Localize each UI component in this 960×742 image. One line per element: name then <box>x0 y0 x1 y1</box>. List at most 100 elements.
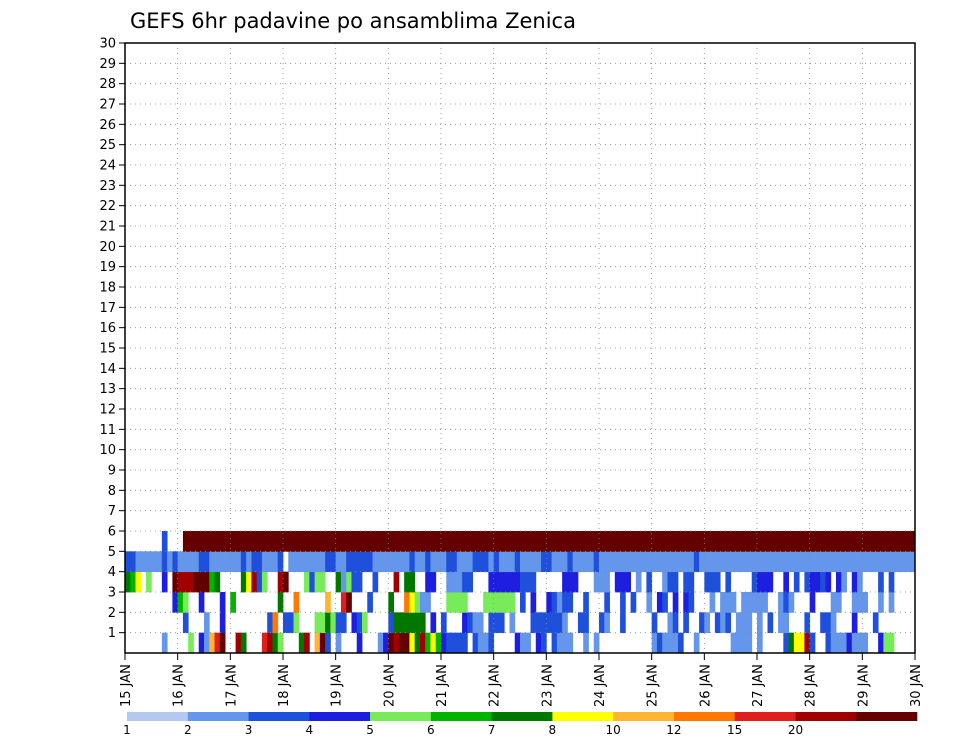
heatmap-cell <box>704 531 710 552</box>
heatmap-cell <box>398 531 405 552</box>
heatmap-cell <box>161 632 168 654</box>
heatmap-cell <box>662 571 668 593</box>
heatmap-cell <box>182 531 189 552</box>
heatmap-cell <box>409 551 416 573</box>
heatmap-cell <box>335 571 342 593</box>
heatmap-cell <box>193 551 200 573</box>
heatmap-cell <box>430 571 437 593</box>
heatmap-cell <box>593 571 600 593</box>
heatmap-cell <box>493 551 500 573</box>
heatmap-cell <box>846 531 853 552</box>
heatmap-cell <box>599 551 605 573</box>
heatmap-cell <box>562 551 568 573</box>
heatmap-cell <box>593 632 600 654</box>
heatmap-cell <box>446 592 452 613</box>
heatmap-cell <box>762 592 768 613</box>
heatmap-cell <box>888 551 895 573</box>
heatmap-cell <box>198 592 205 613</box>
heatmap-cell <box>783 632 789 654</box>
heatmap-cell <box>135 551 142 573</box>
colorbar-segment <box>370 712 432 721</box>
y-tick-label: 14 <box>99 362 116 377</box>
heatmap-cell <box>256 531 263 552</box>
heatmap-cell <box>804 632 811 654</box>
heatmap-cell <box>404 612 410 634</box>
heatmap-cell <box>314 632 321 654</box>
heatmap-cell <box>288 551 294 573</box>
heatmap-cell <box>430 612 437 634</box>
heatmap-cell <box>351 531 358 552</box>
heatmap-cell <box>620 592 626 613</box>
heatmap-cell <box>699 551 705 573</box>
heatmap-cell <box>746 551 753 573</box>
heatmap-cell <box>730 592 737 613</box>
heatmap-cell <box>520 632 526 654</box>
heatmap-cell <box>562 592 568 613</box>
colorbar-label: 20 <box>788 723 803 737</box>
heatmap-cell <box>751 571 758 593</box>
heatmap-cell <box>599 531 605 552</box>
heatmap-cell <box>767 531 774 552</box>
heatmap-cell <box>514 531 521 552</box>
heatmap-cell <box>219 632 226 654</box>
heatmap-cell <box>214 531 221 552</box>
heatmap-cell <box>272 612 279 634</box>
y-tick-label: 21 <box>99 220 116 235</box>
heatmap-cell <box>146 571 152 593</box>
heatmap-cell <box>851 632 858 654</box>
y-tick-label: 9 <box>108 464 116 479</box>
heatmap-cell <box>462 632 468 654</box>
heatmap-cell <box>820 531 826 552</box>
heatmap-cell <box>730 531 737 552</box>
heatmap-cell <box>609 531 616 552</box>
heatmap-cell <box>656 592 663 613</box>
heatmap-cell <box>799 551 805 573</box>
heatmap-cell <box>325 531 331 552</box>
heatmap-cell <box>562 612 568 634</box>
heatmap-cell <box>209 632 215 654</box>
heatmap-cell <box>825 531 832 552</box>
heatmap-cell <box>535 531 542 552</box>
heatmap-cell <box>230 531 236 552</box>
heatmap-cell <box>830 531 837 552</box>
heatmap-cell <box>872 612 879 634</box>
heatmap-cell <box>488 571 495 593</box>
heatmap-cell <box>820 551 826 573</box>
heatmap-cell <box>288 531 294 552</box>
heatmap-cell <box>757 531 763 552</box>
heatmap-cell <box>656 551 663 573</box>
heatmap-cell <box>514 571 521 593</box>
y-tick-label: 29 <box>99 57 116 72</box>
colorbar-segment <box>248 712 310 721</box>
heatmap-cell <box>804 571 811 593</box>
heatmap-cell <box>277 531 284 552</box>
heatmap-cell <box>161 551 168 573</box>
y-tick-label: 4 <box>108 565 116 580</box>
heatmap-cell <box>841 632 847 654</box>
colorbar-segment <box>491 712 553 721</box>
heatmap-cell <box>746 531 753 552</box>
heatmap-cell <box>235 531 242 552</box>
colorbar-segment <box>127 712 189 721</box>
heatmap-cell <box>709 531 716 552</box>
x-tick-label: 23 JAN <box>540 664 555 707</box>
colorbar-label: 3 <box>245 723 253 737</box>
heatmap-cell <box>267 632 273 654</box>
heatmap-cell <box>678 632 684 654</box>
heatmap-cell <box>188 632 194 654</box>
heatmap-cell <box>367 551 373 573</box>
heatmap-cell <box>125 571 131 593</box>
heatmap-cell <box>614 551 621 573</box>
heatmap-cell <box>704 571 710 593</box>
heatmap-cell <box>314 612 321 634</box>
heatmap-cell <box>688 551 695 573</box>
heatmap-cell <box>678 551 684 573</box>
heatmap-cell <box>693 632 700 654</box>
heatmap-cell <box>372 571 379 593</box>
heatmap-cell <box>356 531 363 552</box>
heatmap-cell <box>809 571 816 593</box>
heatmap-cell <box>825 612 832 634</box>
heatmap-cell <box>209 571 215 593</box>
heatmap-cell <box>172 571 179 593</box>
heatmap-cell <box>356 612 363 634</box>
